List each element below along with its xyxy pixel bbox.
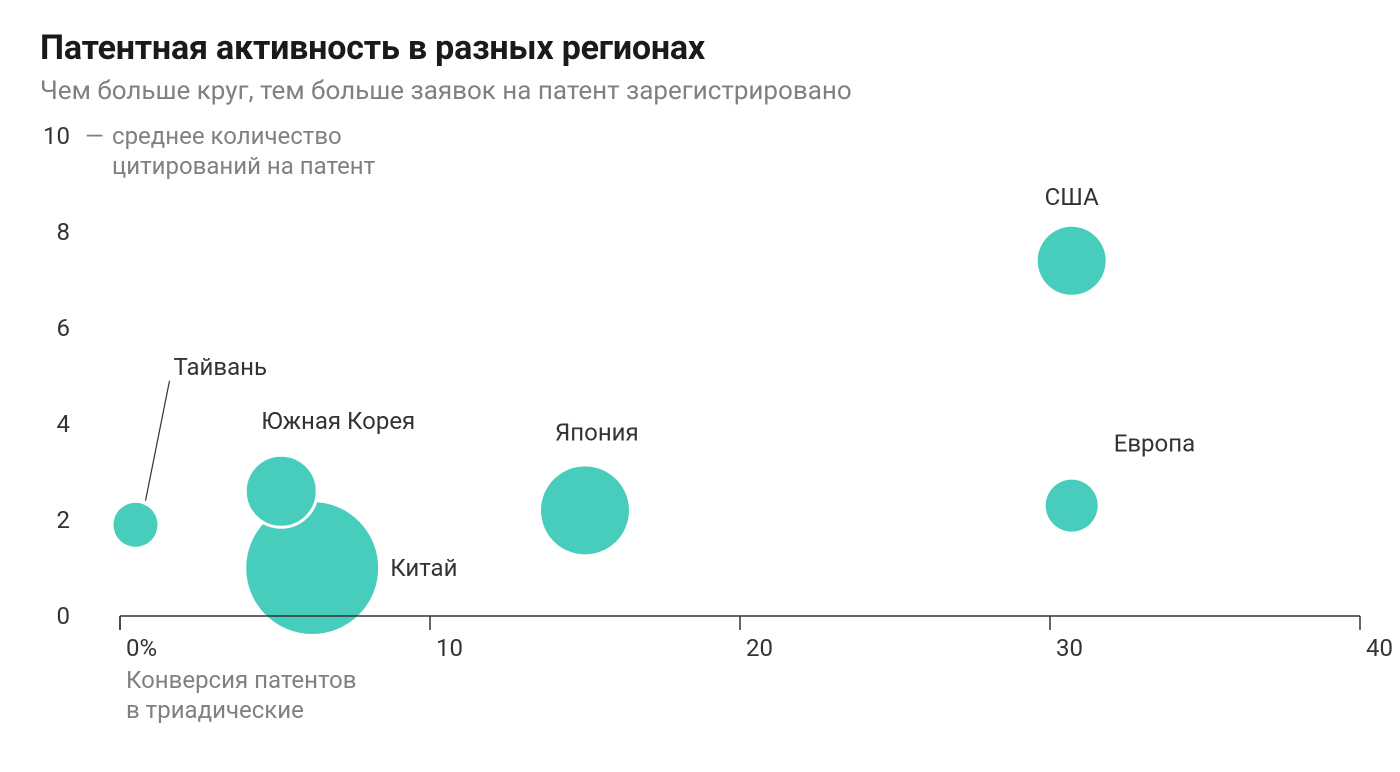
bubble-label: США — [1045, 183, 1099, 211]
y-tick-label: 10 — [43, 122, 70, 150]
leader-line — [146, 381, 170, 501]
y-tick-label: 4 — [57, 410, 71, 438]
bubble-chart-svg: 0246810—среднее количествоцитирований на… — [40, 136, 1360, 736]
bubble-label: Япония — [555, 418, 639, 446]
bubble-label: Китай — [390, 554, 457, 582]
x-tick-label: 30 — [1056, 634, 1083, 662]
bubble-point — [541, 466, 629, 554]
bubble-point — [114, 503, 158, 547]
x-axis-label-line2: в триадические — [126, 696, 304, 724]
chart-container: Патентная активность в разных регионах Ч… — [0, 0, 1400, 772]
bubble-point — [1046, 480, 1098, 532]
bubble-point — [245, 455, 317, 527]
y-axis-label-line2: цитирований на патент — [112, 152, 376, 180]
x-tick-label: 20 — [746, 634, 773, 662]
plot-area: 0246810—среднее количествоцитирований на… — [40, 136, 1360, 736]
bubble-label: Европа — [1114, 430, 1195, 458]
bubble-label: Южная Корея — [261, 407, 415, 435]
x-tick-label: 10 — [436, 634, 463, 662]
chart-subtitle: Чем больше круг, тем больше заявок на па… — [40, 76, 1360, 106]
bubble-label: Тайвань — [174, 353, 268, 381]
chart-title: Патентная активность в разных регионах — [40, 28, 1360, 68]
y-axis-label-prefix: — — [85, 122, 104, 150]
y-tick-label: 2 — [57, 506, 71, 534]
x-tick-label: 0% — [126, 634, 157, 662]
x-tick-label: 40 — [1366, 634, 1393, 662]
y-tick-label: 0 — [57, 602, 71, 630]
y-tick-label: 6 — [57, 314, 71, 342]
y-axis-label-line1: среднее количество — [112, 122, 342, 150]
y-tick-label: 8 — [57, 218, 71, 246]
x-axis-label-line1: Конверсия патентов — [126, 666, 356, 694]
bubble-point — [1038, 227, 1106, 295]
